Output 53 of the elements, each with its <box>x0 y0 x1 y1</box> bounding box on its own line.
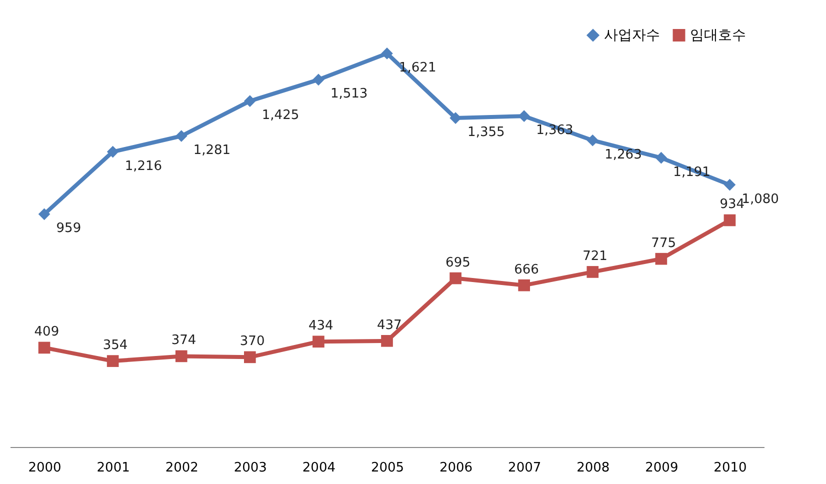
point <box>724 178 736 191</box>
data-label: 934 <box>720 197 745 212</box>
point <box>312 74 324 86</box>
x-tick-label: 2004 <box>302 460 336 476</box>
x-tick-label: 2010 <box>714 460 747 476</box>
point <box>655 152 668 164</box>
data-label: 1,216 <box>124 158 162 174</box>
data-label: 1,425 <box>262 108 300 124</box>
data-label: 721 <box>582 248 608 264</box>
point <box>175 130 188 142</box>
data-label: 374 <box>171 333 196 348</box>
point <box>518 110 530 122</box>
x-tick-label: 2002 <box>165 460 198 476</box>
data-label: 434 <box>308 318 334 334</box>
x-tick-label: 2005 <box>370 460 404 476</box>
data-label: 370 <box>240 334 265 350</box>
x-tick-label: 2001 <box>96 460 130 476</box>
legend-label: 사업자수 <box>604 27 660 44</box>
point <box>244 95 256 107</box>
point <box>586 134 599 146</box>
data-label: 1,263 <box>604 147 642 162</box>
point <box>312 336 324 348</box>
data-label: 695 <box>446 255 470 270</box>
point <box>244 351 256 364</box>
point <box>38 342 50 354</box>
data-label: 354 <box>102 338 128 354</box>
data-label: 666 <box>514 262 539 278</box>
point <box>175 350 188 362</box>
point <box>518 279 530 292</box>
data-label: 959 <box>56 221 82 236</box>
x-tick-label: 2007 <box>508 460 542 476</box>
x-tick-label: 2003 <box>234 460 267 476</box>
data-label: 1,355 <box>468 125 505 140</box>
legend-label: 임대호수 <box>690 27 746 44</box>
point <box>450 272 462 284</box>
data-label: 1,281 <box>193 143 231 158</box>
point <box>106 355 119 367</box>
point <box>381 334 393 347</box>
x-tick-label: 2008 <box>576 460 610 476</box>
point <box>38 208 50 220</box>
data-label: 437 <box>377 318 402 333</box>
point <box>724 214 736 226</box>
x-tick-label: 2006 <box>440 460 473 476</box>
point <box>655 252 668 265</box>
data-label: 1,513 <box>330 86 368 102</box>
x-tick-label: 2000 <box>28 460 62 476</box>
point <box>450 112 462 124</box>
point <box>381 48 393 60</box>
point <box>586 266 599 278</box>
x-tick-label: 2009 <box>645 460 678 476</box>
point <box>106 146 119 158</box>
data-label: 775 <box>651 236 676 251</box>
data-label: 409 <box>34 324 60 340</box>
